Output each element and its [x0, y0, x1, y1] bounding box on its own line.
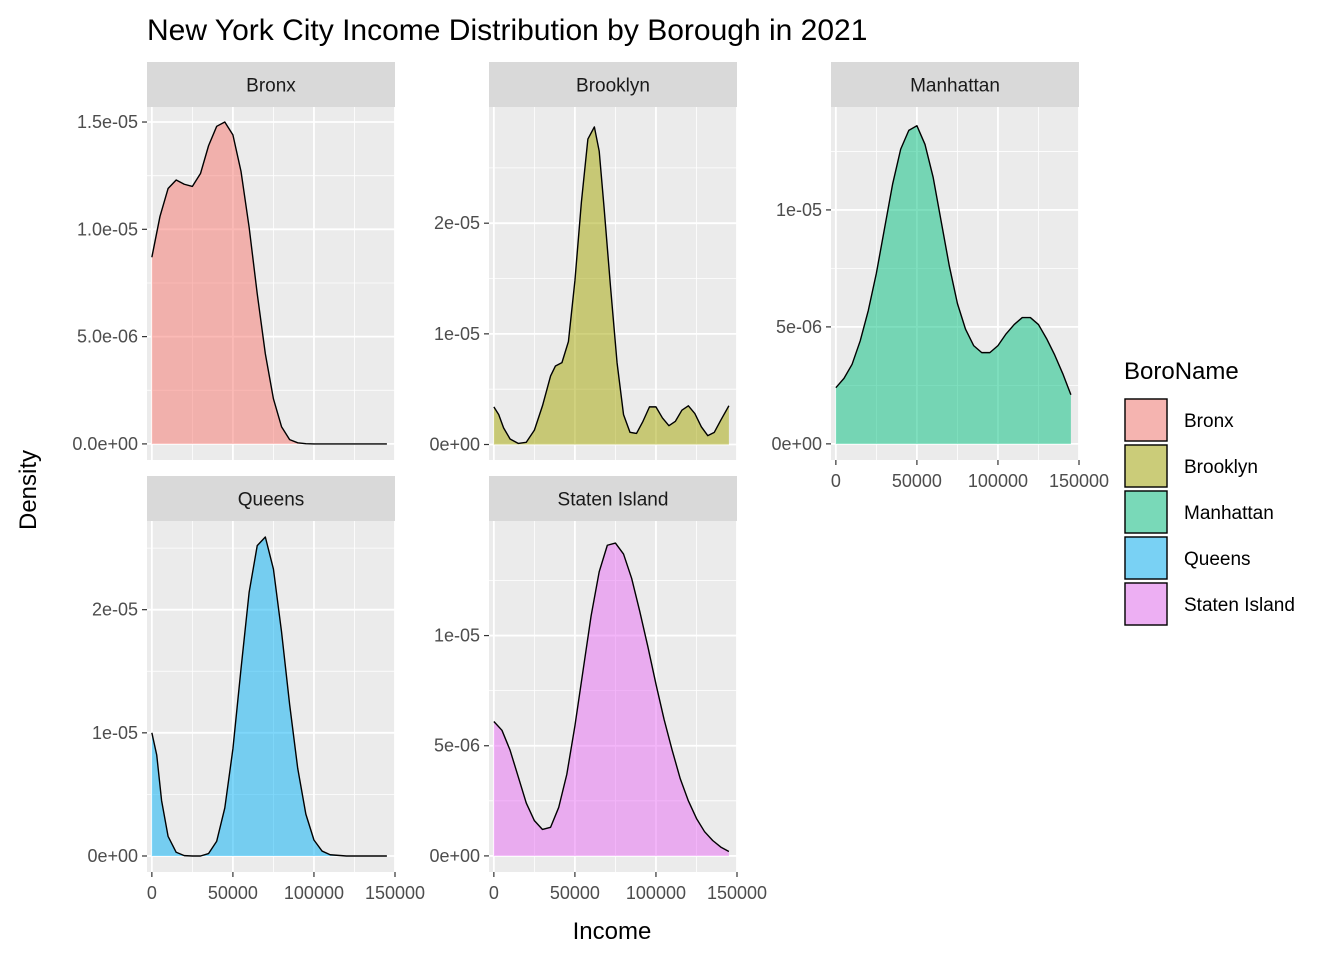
legend-item-bronx: Bronx [1124, 398, 1234, 442]
y-tick-label: 5e-06 [434, 736, 480, 756]
facet-brooklyn: Brooklyn 0e+00 1e-05 2e-05 [429, 62, 738, 460]
y-tick-label: 1e-05 [776, 200, 822, 220]
y-axis-title: Density [15, 450, 42, 530]
density-area-bronx [151, 122, 387, 444]
x-tick-label: 100000 [284, 883, 344, 903]
y-tick-label: 2e-05 [434, 213, 480, 233]
legend-swatch-bronx [1124, 398, 1168, 442]
density-area-staten-island [493, 543, 729, 856]
strip-brooklyn [489, 62, 737, 107]
strip-label-queens: Queens [238, 490, 305, 511]
strip-queens [147, 476, 395, 521]
legend-item-staten-island: Staten Island [1124, 582, 1295, 626]
facet-bronx: Bronx 0.0e+00 5.0e-06 1.0e-05 1.5e-05 [72, 62, 396, 460]
y-tick-label: 1.0e-05 [77, 219, 138, 239]
legend-title: BoroName [1124, 358, 1239, 385]
x-axis-title: Income [573, 918, 652, 945]
strip-label-manhattan: Manhattan [910, 76, 1000, 97]
strip-staten-island [489, 476, 737, 521]
density-line-bronx [151, 121, 387, 445]
facet-staten-island: Staten Island 0e+00 5e-06 1e-05 0 50000 100000… [429, 476, 767, 903]
legend-label-bronx: Bronx [1184, 411, 1234, 432]
x-tick-label: 0 [831, 471, 841, 491]
y-tick-label: 1.5e-05 [77, 112, 138, 132]
y-tick-label: 1e-05 [92, 723, 138, 743]
x-tick-label: 50000 [208, 883, 258, 903]
x-tick-label: 150000 [365, 883, 425, 903]
legend-label-staten-island: Staten Island [1184, 595, 1295, 616]
y-tick-label: 0e+00 [771, 434, 822, 454]
y-tick-label: 5.0e-06 [77, 327, 138, 347]
density-area-brooklyn [493, 126, 729, 445]
y-tick-label: 0e+00 [429, 435, 480, 455]
facet-queens: Queens 0e+00 1e-05 2e-05 0 50000 100000 150000 [87, 476, 425, 903]
strip-label-bronx: Bronx [246, 76, 296, 97]
x-tick-label: 50000 [892, 471, 942, 491]
strip-manhattan [831, 62, 1079, 107]
density-line-staten-island [493, 542, 730, 853]
strip-bronx [147, 62, 395, 107]
legend-label-queens: Queens [1184, 549, 1251, 570]
facet-panels: Bronx 0.0e+00 5.0e-06 1.0e-05 1.5e-05 Brookly… [72, 62, 1109, 903]
density-line-manhattan [835, 125, 1072, 395]
strip-label-staten-island: Staten Island [558, 490, 669, 511]
legend-swatch-queens [1124, 536, 1168, 580]
x-tick-label: 100000 [968, 471, 1028, 491]
facet-manhattan: Manhattan 0e+00 5e-06 1e-05 0 50000 100000 1500… [771, 62, 1109, 491]
density-line-brooklyn [493, 126, 730, 445]
x-tick-label: 0 [489, 883, 499, 903]
legend-swatch-manhattan [1124, 490, 1168, 534]
legend-swatch-staten-island [1124, 582, 1168, 626]
x-tick-label: 0 [147, 883, 157, 903]
chart-title: New York City Income Distribution by Bor… [147, 14, 867, 47]
y-tick-label: 0.0e+00 [72, 434, 138, 454]
legend-item-brooklyn: Brooklyn [1124, 444, 1258, 488]
y-tick-label: 1e-05 [434, 324, 480, 344]
x-tick-label: 50000 [550, 883, 600, 903]
legend-label-brooklyn: Brooklyn [1184, 457, 1258, 478]
x-tick-label: 150000 [1049, 471, 1109, 491]
strip-label-brooklyn: Brooklyn [576, 76, 650, 97]
y-tick-label: 1e-05 [434, 626, 480, 646]
y-tick-label: 5e-06 [776, 317, 822, 337]
legend: BoroName Bronx Brooklyn Manhattan Queens Sta… [1124, 358, 1295, 626]
legend-item-queens: Queens [1124, 536, 1251, 580]
y-tick-label: 0e+00 [87, 846, 138, 866]
density-line-queens [151, 536, 387, 857]
legend-item-manhattan: Manhattan [1124, 490, 1274, 534]
density-area-queens [151, 537, 387, 856]
y-tick-label: 2e-05 [92, 600, 138, 620]
x-tick-label: 100000 [626, 883, 686, 903]
y-tick-label: 0e+00 [429, 846, 480, 866]
legend-label-manhattan: Manhattan [1184, 503, 1274, 524]
x-tick-label: 150000 [707, 883, 767, 903]
legend-swatch-brooklyn [1124, 444, 1168, 488]
